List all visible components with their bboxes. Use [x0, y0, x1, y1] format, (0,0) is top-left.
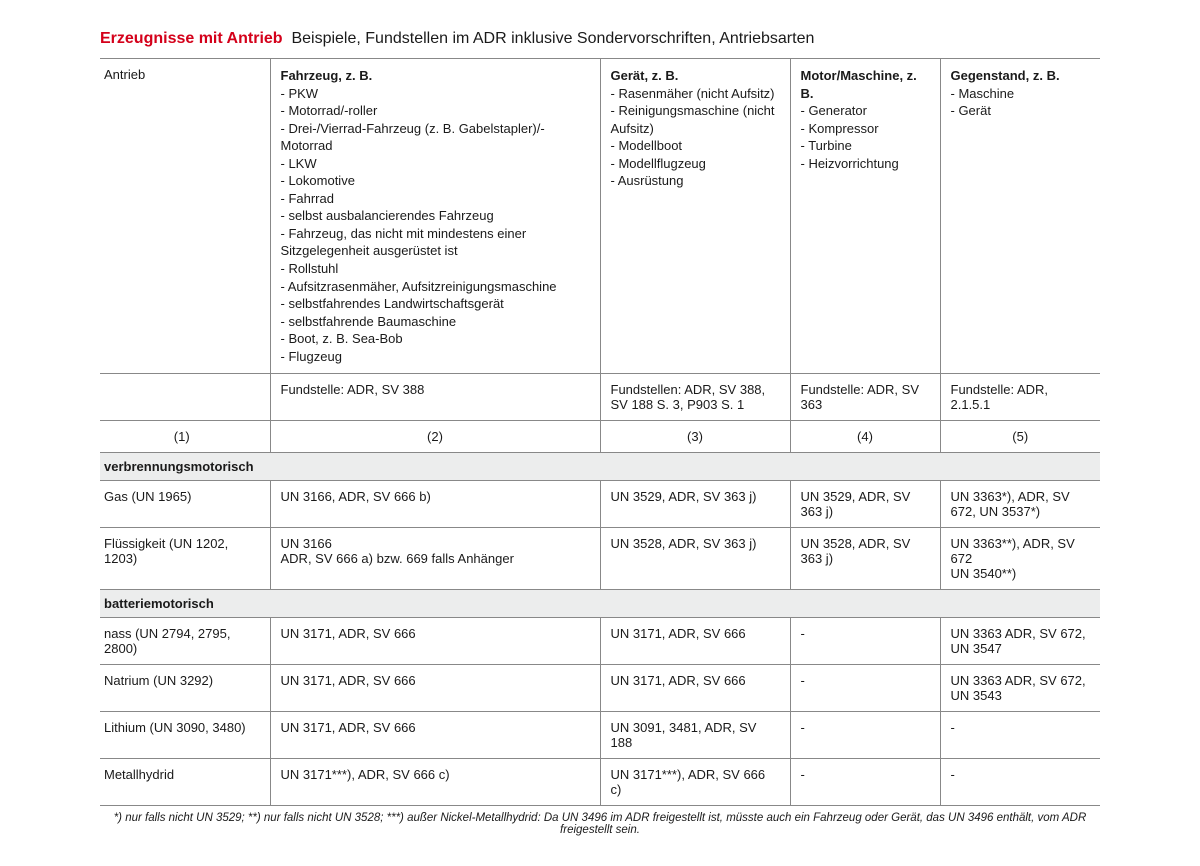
row-gas: Gas (UN 1965) UN 3166, ADR, SV 666 b) UN…	[100, 481, 1100, 528]
row-mh-c3: UN 3171***), ADR, SV 666 c)	[600, 759, 790, 806]
row-nat-c5: UN 3363 ADR, SV 672, UN 3543	[940, 665, 1100, 712]
colnum-row: (1) (2) (3) (4) (5)	[100, 421, 1100, 453]
colnum-2: (2)	[270, 421, 600, 453]
row-mh-c1: Metallhydrid	[100, 759, 270, 806]
fundstelle-c2: Fundstelle: ADR, SV 388	[270, 374, 600, 421]
row-mh-c4: -	[790, 759, 940, 806]
header-col4-items: - Generator - Kompressor - Turbine - Hei…	[801, 103, 899, 171]
page-title: Erzeugnisse mit Antrieb Beispiele, Funds…	[100, 30, 1100, 48]
row-li-c2: UN 3171, ADR, SV 666	[270, 712, 600, 759]
row-nass-c1: nass (UN 2794, 2795, 2800)	[100, 618, 270, 665]
row-nat-c3: UN 3171, ADR, SV 666	[600, 665, 790, 712]
row-nass-c5: UN 3363 ADR, SV 672, UN 3547	[940, 618, 1100, 665]
row-li-c5: -	[940, 712, 1100, 759]
row-gas-c2: UN 3166, ADR, SV 666 b)	[270, 481, 600, 528]
header-row: Antrieb Fahrzeug, z. B. - PKW - Motorrad…	[100, 59, 1100, 374]
row-li-c4: -	[790, 712, 940, 759]
section-verbrennung: verbrennungsmotorisch	[100, 453, 1100, 481]
colnum-3: (3)	[600, 421, 790, 453]
row-gas-c5: UN 3363*), ADR, SV 672, UN 3537*)	[940, 481, 1100, 528]
footnote: *) nur falls nicht UN 3529; **) nur fall…	[100, 806, 1100, 836]
fundstelle-c3: Fundstellen: ADR, SV 388, SV 188 S. 3, P…	[600, 374, 790, 421]
title-rest: Beispiele, Fundstellen im ADR inklusive …	[291, 30, 814, 47]
row-gas-c3: UN 3529, ADR, SV 363 j)	[600, 481, 790, 528]
header-col3-items: - Rasenmäher (nicht Aufsitz) - Reinigung…	[611, 86, 775, 189]
header-col5-items: - Maschine - Gerät	[951, 86, 1015, 119]
colnum-1: (1)	[100, 421, 270, 453]
row-li-c1: Lithium (UN 3090, 3480)	[100, 712, 270, 759]
row-nat-c1: Natrium (UN 3292)	[100, 665, 270, 712]
row-fl-c4: UN 3528, ADR, SV 363 j)	[790, 528, 940, 590]
row-nass: nass (UN 2794, 2795, 2800) UN 3171, ADR,…	[100, 618, 1100, 665]
row-fl-c1: Flüssigkeit (UN 1202, 1203)	[100, 528, 270, 590]
row-fluessigkeit: Flüssigkeit (UN 1202, 1203) UN 3166 ADR,…	[100, 528, 1100, 590]
fundstelle-c5: Fundstelle: ADR, 2.1.5.1	[940, 374, 1100, 421]
header-col4: Motor/Maschine, z. B. - Generator - Komp…	[790, 59, 940, 374]
colnum-5: (5)	[940, 421, 1100, 453]
header-col5-head: Gegenstand, z. B.	[951, 68, 1060, 83]
row-nass-c2: UN 3171, ADR, SV 666	[270, 618, 600, 665]
row-mh-c2: UN 3171***), ADR, SV 666 c)	[270, 759, 600, 806]
header-col3-head: Gerät, z. B.	[611, 68, 679, 83]
row-nat-c2: UN 3171, ADR, SV 666	[270, 665, 600, 712]
row-fl-c5: UN 3363**), ADR, SV 672 UN 3540**)	[940, 528, 1100, 590]
row-natrium: Natrium (UN 3292) UN 3171, ADR, SV 666 U…	[100, 665, 1100, 712]
section1-label: verbrennungsmotorisch	[100, 453, 1100, 481]
title-red: Erzeugnisse mit Antrieb	[100, 30, 283, 47]
row-nass-c4: -	[790, 618, 940, 665]
header-col2-items: - PKW - Motorrad/-roller - Drei-/Vierrad…	[281, 86, 557, 364]
header-col4-head: Motor/Maschine, z. B.	[801, 68, 917, 101]
fundstelle-c4: Fundstelle: ADR, SV 363	[790, 374, 940, 421]
section-batterie: batteriemotorisch	[100, 590, 1100, 618]
header-col2: Fahrzeug, z. B. - PKW - Motorrad/-roller…	[270, 59, 600, 374]
row-fl-c2: UN 3166 ADR, SV 666 a) bzw. 669 falls An…	[270, 528, 600, 590]
row-nat-c4: -	[790, 665, 940, 712]
fundstellen-row: Fundstelle: ADR, SV 388 Fundstellen: ADR…	[100, 374, 1100, 421]
row-gas-c1: Gas (UN 1965)	[100, 481, 270, 528]
colnum-4: (4)	[790, 421, 940, 453]
row-metallhydrid: Metallhydrid UN 3171***), ADR, SV 666 c)…	[100, 759, 1100, 806]
header-col1: Antrieb	[100, 59, 270, 374]
main-table: Antrieb Fahrzeug, z. B. - PKW - Motorrad…	[100, 58, 1100, 806]
row-nass-c3: UN 3171, ADR, SV 666	[600, 618, 790, 665]
header-col3: Gerät, z. B. - Rasenmäher (nicht Aufsitz…	[600, 59, 790, 374]
section2-label: batteriemotorisch	[100, 590, 1100, 618]
row-mh-c5: -	[940, 759, 1100, 806]
header-col2-head: Fahrzeug, z. B.	[281, 68, 373, 83]
header-col5: Gegenstand, z. B. - Maschine - Gerät	[940, 59, 1100, 374]
row-gas-c4: UN 3529, ADR, SV 363 j)	[790, 481, 940, 528]
row-fl-c3: UN 3528, ADR, SV 363 j)	[600, 528, 790, 590]
row-li-c3: UN 3091, 3481, ADR, SV 188	[600, 712, 790, 759]
row-lithium: Lithium (UN 3090, 3480) UN 3171, ADR, SV…	[100, 712, 1100, 759]
